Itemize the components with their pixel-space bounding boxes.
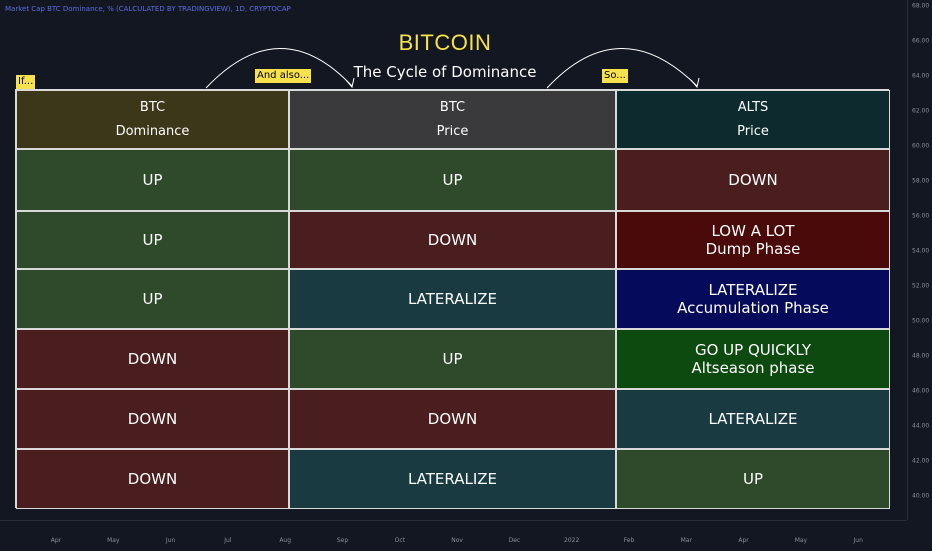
y-tick-label: 68.00 — [912, 2, 930, 10]
table-cell: LATERALIZE — [289, 449, 616, 509]
x-tick-label: Jun — [853, 537, 863, 544]
x-tick-label: Apr — [50, 537, 62, 544]
arrow-left-head — [345, 77, 355, 89]
y-tick-label: 46.00 — [912, 387, 930, 395]
tag-if: If... — [16, 75, 36, 89]
cell-text: LATERALIZE — [407, 290, 498, 308]
cell-text: DOWN — [427, 410, 478, 428]
cell-text: UP — [142, 231, 163, 249]
x-tick-label: Jul — [224, 537, 232, 544]
table-cell: UP — [16, 149, 289, 211]
table-cell: LOW A LOT Dump Phase — [616, 211, 890, 269]
cell-text: UP — [742, 470, 764, 488]
table-cell: LATERALIZE — [289, 269, 616, 329]
y-tick-label: 62.00 — [912, 107, 930, 115]
y-tick-label: 64.00 — [912, 72, 930, 80]
y-tick-label: 48.00 — [912, 352, 930, 360]
header-cell: BTC Price — [289, 90, 616, 149]
cell-text: LOW A LOT — [711, 222, 795, 240]
table-cell: LATERALIZE — [616, 389, 890, 449]
x-tick-label: Aug — [279, 537, 292, 544]
table-cell: UP — [289, 149, 616, 211]
table-cell: UP — [289, 329, 616, 389]
arrow-right-head — [690, 77, 700, 89]
y-tick-label: 52.00 — [912, 282, 930, 290]
y-tick-label: 40.00 — [912, 492, 930, 500]
header-line1: ALTS — [737, 99, 769, 115]
header-line1: BTC — [439, 99, 466, 115]
table-cell: LATERALIZE Accumulation Phase — [616, 269, 890, 329]
y-tick-label: 66.00 — [912, 37, 930, 45]
x-tick-label: Jun — [165, 537, 176, 544]
cell-text: GO UP QUICKLY — [694, 341, 812, 359]
header-line2: Price — [737, 124, 769, 140]
subtitle: The Cycle of Dominance — [353, 63, 537, 81]
cell-subtext: Accumulation Phase — [677, 299, 829, 317]
cell-text: LATERALIZE — [407, 470, 498, 488]
tag-and-also: And also... — [255, 69, 312, 83]
price-axis[interactable]: 68.00 66.00 64.00 62.00 60.00 58.00 56.00 54.00… — [907, 0, 932, 520]
y-tick-label: 54.00 — [912, 247, 930, 255]
header-line2: Price — [436, 124, 469, 140]
table-cell: DOWN — [16, 449, 289, 509]
y-tick-label: 56.00 — [912, 212, 930, 220]
x-tick-label: Dec — [508, 537, 521, 544]
table-cell: UP — [16, 269, 289, 329]
cell-subtext: Altseason phase — [691, 359, 815, 377]
x-tick-label: May — [794, 537, 808, 544]
cell-text: DOWN — [427, 231, 478, 249]
cell-text: LATERALIZE — [708, 410, 798, 428]
cell-text: LATERALIZE — [708, 281, 798, 299]
time-axis[interactable]: Apr May Jun Jul Aug Sep Oct Nov Dec 2022 Feb Mar Apr… — [0, 520, 907, 551]
header-cell: ALTS Price — [616, 90, 890, 149]
cell-subtext: Dump Phase — [705, 240, 801, 258]
cell-text: DOWN — [127, 410, 178, 428]
title: BITCOIN — [398, 30, 492, 55]
table-cell: DOWN — [16, 389, 289, 449]
cell-text: DOWN — [728, 171, 778, 189]
cell-text: DOWN — [127, 470, 178, 488]
cell-text: DOWN — [127, 350, 178, 368]
x-tick-label: May — [107, 537, 120, 544]
table-cell: DOWN — [16, 329, 289, 389]
arrow-right-curve — [546, 48, 698, 89]
y-tick-label: 60.00 — [912, 142, 930, 150]
y-tick-label: 42.00 — [912, 457, 930, 465]
y-tick-label: 44.00 — [912, 422, 930, 430]
cell-text: UP — [442, 171, 463, 189]
x-tick-label: 2022 — [564, 537, 580, 544]
cell-text: UP — [442, 350, 463, 368]
cycle-table: BTC Dominance BTC Price ALTS Price UP UP DOWN UP D… — [15, 89, 890, 509]
x-tick-label: Nov — [451, 537, 463, 544]
x-tick-label: Mar — [680, 537, 692, 544]
table-cell: DOWN — [289, 389, 616, 449]
x-tick-label: Feb — [623, 537, 635, 544]
y-tick-label: 58.00 — [912, 177, 930, 185]
header-cell: BTC Dominance — [16, 90, 289, 149]
cell-text: UP — [142, 290, 163, 308]
header-line1: BTC — [139, 99, 166, 115]
arrow-left-curve — [205, 48, 353, 89]
y-tick-label: 50.00 — [912, 317, 930, 325]
x-tick-label: Apr — [738, 537, 749, 544]
table-cell: GO UP QUICKLY Altseason phase — [616, 329, 890, 389]
header-line2: Dominance — [115, 124, 190, 140]
chart-header: Market Cap BTC Dominance, % (CALCULATED … — [5, 5, 291, 13]
x-tick-label: Sep — [336, 537, 349, 544]
cell-text: UP — [142, 171, 163, 189]
table-cell: DOWN — [289, 211, 616, 269]
table-cell: UP — [16, 211, 289, 269]
tag-so: So... — [602, 69, 628, 83]
table-cell: DOWN — [616, 149, 890, 211]
table-cell: UP — [616, 449, 890, 509]
x-tick-label: Oct — [394, 537, 405, 544]
